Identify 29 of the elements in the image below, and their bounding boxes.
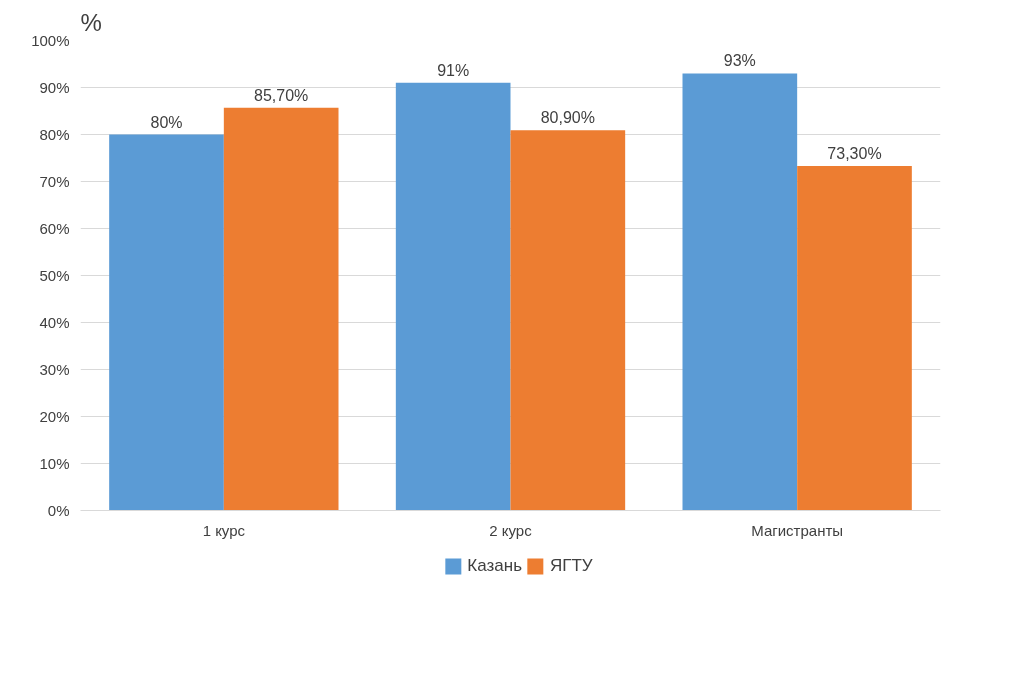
data-label: 80,90% bbox=[540, 109, 595, 127]
bar bbox=[682, 73, 798, 511]
x-tick-label: 1 курс bbox=[202, 521, 246, 539]
bar bbox=[797, 165, 912, 511]
y-axis-title: % bbox=[80, 8, 102, 36]
y-tick-label: 10% bbox=[39, 455, 70, 472]
y-tick-label: 50% bbox=[39, 267, 70, 284]
y-tick-label: 100% bbox=[31, 32, 70, 49]
y-tick-label: 40% bbox=[39, 314, 70, 331]
bar bbox=[395, 82, 511, 511]
data-label: 73,30% bbox=[827, 144, 882, 162]
data-label: 80% bbox=[150, 113, 183, 131]
legend-label: ЯГТУ bbox=[550, 556, 593, 576]
y-tick-label: 70% bbox=[39, 173, 70, 190]
bar bbox=[223, 107, 339, 511]
y-tick-label: 30% bbox=[39, 361, 70, 378]
data-label: 93% bbox=[723, 52, 756, 70]
data-label: 91% bbox=[437, 61, 470, 79]
y-tick-label: 60% bbox=[39, 220, 70, 237]
y-tick-label: 20% bbox=[39, 408, 70, 425]
y-tick-label: 0% bbox=[47, 502, 70, 519]
bar bbox=[510, 130, 626, 511]
legend-label: Казань bbox=[467, 556, 522, 576]
data-label: 85,70% bbox=[254, 86, 309, 104]
bar bbox=[109, 134, 224, 511]
y-tick-label: 80% bbox=[39, 126, 70, 143]
x-tick-label: Магистранты bbox=[751, 521, 844, 539]
y-tick-label: 90% bbox=[39, 79, 70, 96]
x-tick-label: 2 курс bbox=[489, 521, 533, 539]
